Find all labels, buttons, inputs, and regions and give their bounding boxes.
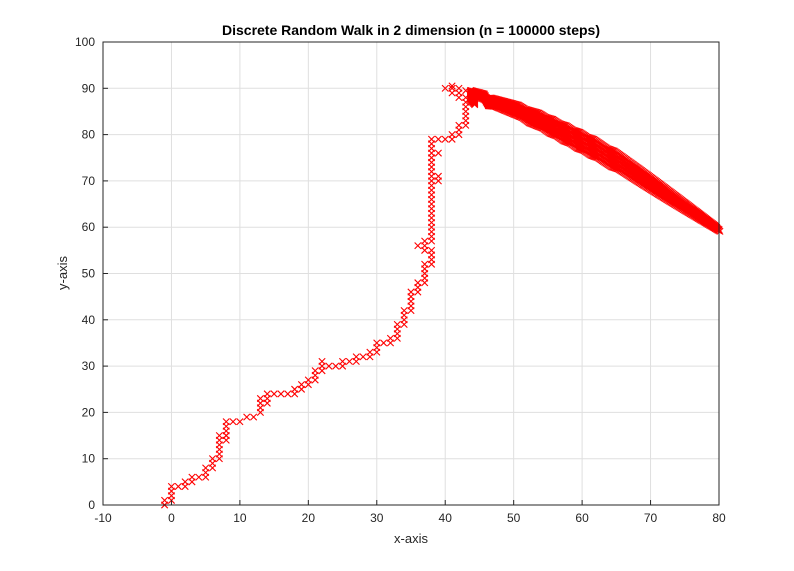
data-point — [215, 431, 223, 440]
data-point — [352, 353, 360, 361]
x-tick-label: 30 — [370, 511, 384, 525]
data-point — [161, 496, 169, 504]
y-tick-label: 80 — [82, 128, 96, 142]
data-point — [291, 385, 299, 393]
data-point — [441, 84, 449, 92]
data-point — [229, 418, 237, 426]
data-point — [561, 121, 569, 130]
data-point — [188, 473, 196, 481]
data-point — [386, 334, 395, 342]
data-point — [448, 84, 456, 92]
data-point — [222, 418, 230, 426]
x-tick-label: 10 — [233, 511, 247, 525]
y-tick-label: 20 — [82, 405, 96, 419]
data-point — [311, 367, 319, 375]
data-point — [195, 473, 203, 481]
x-tick-label: 50 — [507, 511, 521, 525]
y-tick-label: 70 — [82, 174, 96, 188]
data-point — [427, 135, 436, 143]
grid — [102, 41, 720, 506]
chart-title: Discrete Random Walk in 2 dimension (n =… — [222, 22, 600, 38]
data-point — [263, 390, 271, 398]
data-point — [174, 482, 182, 491]
data-point — [400, 306, 408, 315]
data-point — [338, 357, 347, 366]
data-point — [448, 82, 456, 90]
data-point — [284, 390, 292, 398]
data-point — [366, 348, 374, 356]
x-axis-label: x-axis — [394, 531, 428, 546]
data-markers — [161, 82, 724, 509]
y-tick-label: 60 — [82, 220, 96, 234]
data-point — [448, 131, 456, 139]
tick-labels: -10 0 10 20 30 40 50 60 70 8001020304050607080901… — [75, 35, 726, 525]
data-point — [407, 288, 415, 296]
data-point — [236, 418, 244, 426]
x-tick-label: 0 — [168, 511, 175, 525]
data-point — [434, 149, 442, 157]
data-point — [243, 413, 251, 421]
data-point — [297, 381, 306, 389]
y-tick-label: 40 — [82, 313, 96, 327]
data-point — [332, 362, 340, 370]
data-point — [414, 242, 422, 250]
x-tick-label: 40 — [439, 511, 453, 525]
data-point — [208, 455, 217, 463]
data-point — [325, 362, 333, 370]
data-point — [547, 115, 556, 123]
y-tick-label: 0 — [88, 498, 95, 512]
data-point — [455, 121, 463, 129]
data-point — [455, 84, 463, 92]
x-tick-label: 60 — [575, 511, 589, 525]
data-point — [202, 464, 210, 472]
x-tick-label: -10 — [94, 511, 112, 525]
data-point — [345, 357, 353, 366]
data-point — [277, 390, 285, 398]
data-point — [427, 246, 436, 254]
y-tick-label: 30 — [82, 359, 96, 373]
data-point — [421, 237, 429, 245]
x-tick-label: 20 — [302, 511, 316, 525]
data-point — [167, 482, 176, 491]
data-point — [304, 376, 312, 384]
x-tick-label: 80 — [712, 511, 726, 525]
data-point — [359, 353, 367, 361]
data-point — [421, 260, 429, 268]
data-point — [318, 357, 326, 366]
data-point — [256, 394, 265, 403]
y-tick-label: 90 — [82, 81, 96, 95]
y-axis-label: y-axis — [55, 256, 70, 290]
data-point — [434, 172, 442, 180]
y-tick-label: 50 — [82, 267, 96, 281]
y-tick-label: 10 — [82, 452, 96, 466]
data-point — [414, 279, 422, 287]
data-point — [373, 339, 381, 347]
data-point — [270, 390, 278, 398]
data-point — [380, 339, 388, 347]
data-point — [441, 135, 449, 143]
data-point — [434, 135, 442, 143]
data-point — [393, 320, 401, 329]
data-point — [249, 413, 258, 421]
data-point — [716, 227, 724, 235]
ticks — [102, 41, 720, 506]
x-tick-label: 70 — [644, 511, 658, 525]
y-tick-label: 100 — [75, 35, 95, 49]
data-point — [181, 478, 189, 486]
